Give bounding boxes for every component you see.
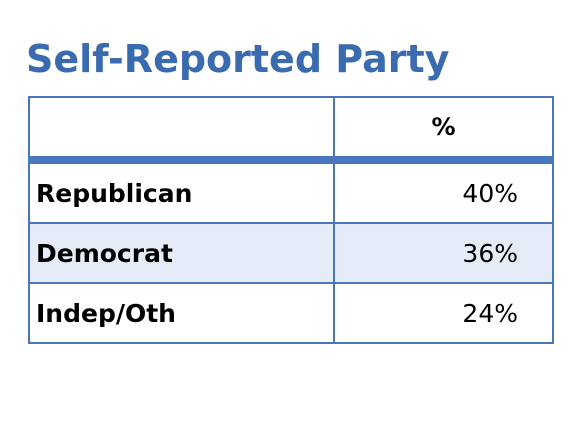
row-label-republican: Republican <box>28 159 335 224</box>
party-table: % Republican 40% Democrat 36% Indep/Oth … <box>28 96 554 344</box>
table-row: Republican 40% <box>28 159 554 224</box>
header-row: % <box>28 96 554 164</box>
header-cell-percent: % <box>333 96 554 164</box>
table-title: Self-Reported Party <box>26 37 450 81</box>
row-label-democrat: Democrat <box>28 222 335 284</box>
row-value-republican: 40% <box>333 159 554 224</box>
header-cell-category <box>28 96 335 164</box>
row-value-indep-oth: 24% <box>333 282 554 344</box>
row-value-democrat: 36% <box>333 222 554 284</box>
table-row: Indep/Oth 24% <box>28 282 554 344</box>
row-label-indep-oth: Indep/Oth <box>28 282 335 344</box>
table-row: Democrat 36% <box>28 222 554 284</box>
